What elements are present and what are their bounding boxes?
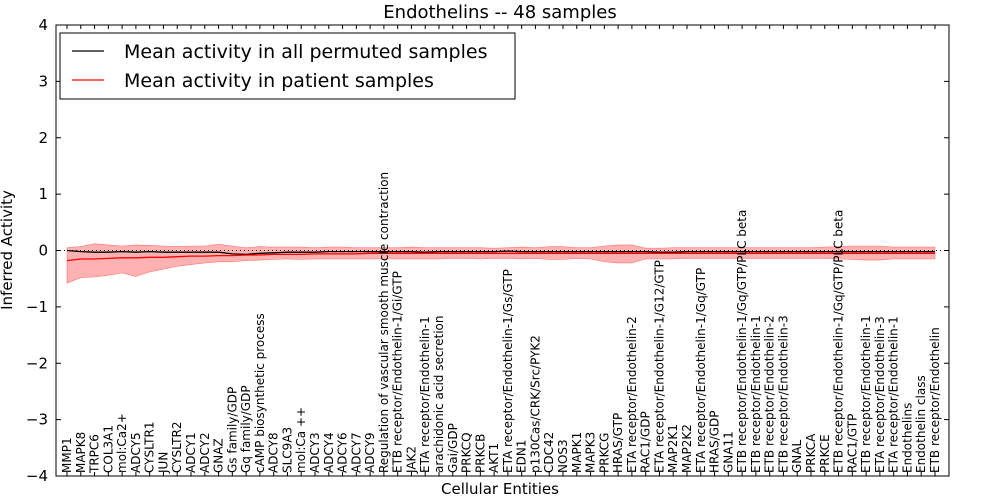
x-category-label: PRKCQ (460, 432, 474, 473)
legend-box (59, 32, 516, 100)
x-category-label: ETB receptor/Endothelin-2 (763, 315, 777, 473)
x-category-label: cAMP biosynthetic process (253, 313, 267, 473)
x-category-label: ETB receptor/Endothelin (928, 327, 942, 473)
x-category-label: PRKCE (818, 434, 832, 473)
x-category-label: GNA11 (721, 431, 735, 473)
y-tick-label: 4 (38, 16, 48, 34)
patient-mean-line (66, 252, 935, 262)
x-category-label: AKT1 (487, 443, 501, 473)
x-category-label: arachidonic acid secretion (432, 316, 446, 473)
x-category-label: MAPK3 (584, 432, 598, 473)
y-tick-label: −4 (26, 467, 48, 485)
x-category-label: TRPC6 (88, 434, 102, 474)
x-category-label: MAP2K1 (666, 424, 680, 473)
chart-title: Endothelins -- 48 samples (383, 2, 616, 23)
y-tick-label: 1 (38, 185, 48, 203)
y-tick-label: −3 (26, 411, 48, 429)
x-category-label: p130Cas/CRK/Src/PYK2 (528, 335, 542, 473)
x-category-label: COL3A1 (101, 425, 115, 473)
x-category-label: ETA receptor/Endothelin-1/Gq/GTP (694, 268, 708, 473)
x-category-label: Regulation of vascular smooth muscle con… (377, 172, 391, 473)
x-category-label: HRAS/GDP (708, 410, 722, 473)
y-tick-label: 2 (38, 129, 48, 147)
x-category-label: CDC42 (542, 432, 556, 473)
x-category-label: ADCY6 (336, 432, 350, 473)
x-category-label: Endothelin class (914, 375, 928, 473)
x-category-label: JUN (156, 452, 170, 474)
permuted-mean-line (66, 249, 935, 256)
x-category-label: ADCY1 (184, 432, 198, 473)
legend-label-patient: Mean activity in patient samples (124, 70, 434, 92)
x-category-label: ETB receptor/Endothelin-1/Gi/GTP (391, 271, 405, 473)
x-category-label: CYSLTR1 (143, 422, 157, 473)
legend: Mean activity in all permuted samples Me… (59, 32, 516, 100)
y-axis-label: Inferred Activity (0, 190, 16, 310)
x-category-label: Gq family/GDP (239, 385, 253, 473)
x-category-label: ADCY5 (129, 432, 143, 473)
x-category-label: PRKCB (473, 434, 487, 473)
x-category-label: MAPK8 (74, 432, 88, 473)
y-tick-label: 3 (38, 72, 48, 90)
x-category-label: Endothelins (900, 403, 914, 473)
x-category-label: ETB receptor/Endothelin-1 (859, 315, 873, 473)
x-category-label: ETA receptor/Endothelin-1/G12/GTP (652, 260, 666, 473)
x-category-label: GNAL (790, 440, 804, 473)
x-category-label: mol:Ca2+ (115, 413, 129, 473)
x-category-label: ADCY3 (308, 432, 322, 473)
x-category-label: CYSLTR2 (170, 422, 184, 473)
x-category-label: Gai/GDP (446, 423, 460, 473)
x-category-label: ETA receptor/Endothelin-3 (873, 316, 887, 473)
x-category-label: NOS3 (556, 439, 570, 473)
x-axis-label: Cellular Entities (441, 480, 559, 498)
x-category-label: ADCY8 (267, 432, 281, 473)
x-category-label: MMP1 (60, 437, 74, 473)
x-category-label: ETB receptor/Endothelin-1/Gq/GTP/PLC bet… (832, 210, 846, 473)
x-category-label: RAC1/GTP (845, 414, 859, 473)
x-category-label: ADCY2 (198, 432, 212, 473)
x-category-label: ETA receptor/Endothelin-1 (418, 316, 432, 473)
x-category-label: GNAZ (212, 438, 226, 473)
x-category-label: PRKCG (597, 433, 611, 473)
x-category-label: ADCY9 (363, 432, 377, 473)
x-category-label: EDN1 (515, 440, 529, 473)
x-category-label: ADCY7 (349, 432, 363, 473)
x-category-label: ETB receptor/Endothelin-1 (749, 315, 763, 473)
x-category-label: RAC1/GDP (639, 411, 653, 473)
x-category-label: ADCY4 (322, 432, 336, 473)
x-category-label: HRAS/GTP (611, 413, 625, 473)
legend-label-permuted: Mean activity in all permuted samples (124, 41, 487, 63)
x-category-label: ETA receptor/Endothelin-1 (887, 316, 901, 473)
x-category-label: MAP2K2 (680, 424, 694, 473)
x-category-label: Gs family/GDP (225, 387, 239, 473)
y-tick-label: 0 (38, 242, 48, 260)
y-tick-label: −2 (26, 354, 48, 372)
x-category-label: SLC9A3 (280, 427, 294, 473)
x-category-label: ETB receptor/Endothelin-3 (776, 315, 790, 473)
x-category-label: ETA receptor/Endothelin-1/Gs/GTP (501, 269, 515, 473)
x-category-label: ETA receptor/Endothelin-2 (625, 316, 639, 473)
x-category-label: PRKCA (804, 433, 818, 473)
y-tick-label: −1 (26, 298, 48, 316)
x-category-label: MAPK1 (570, 432, 584, 473)
x-category-label: mol:Ca ++ (294, 407, 308, 473)
x-category-label: JAK2 (404, 446, 418, 474)
x-category-label: ETB receptor/Endothelin-1/Gq/GTP/PLC bet… (735, 210, 749, 473)
